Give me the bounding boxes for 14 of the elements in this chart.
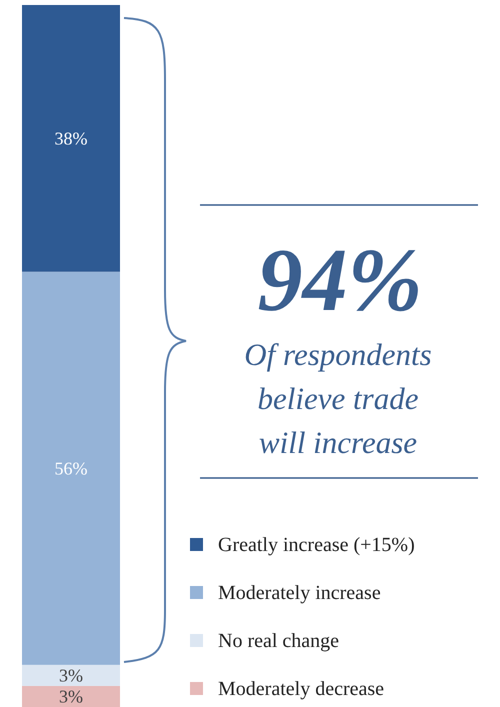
text: 94% [258,231,422,330]
data-label: 56% [54,458,88,478]
bar [22,664,120,686]
legend-label: Moderately increase [218,582,381,604]
data-label: 3% [59,686,83,706]
bar [22,5,120,272]
text: Of respondents believe trade will increase [244,337,432,460]
data-label: 38% [54,128,88,148]
legend-label: Greatly increase (+15%) [218,534,415,556]
legend-label: No real change [218,630,340,652]
data-label: 3% [59,665,83,686]
bar [22,272,120,665]
bar [22,686,120,707]
legend-label: Moderately decrease [218,678,384,700]
